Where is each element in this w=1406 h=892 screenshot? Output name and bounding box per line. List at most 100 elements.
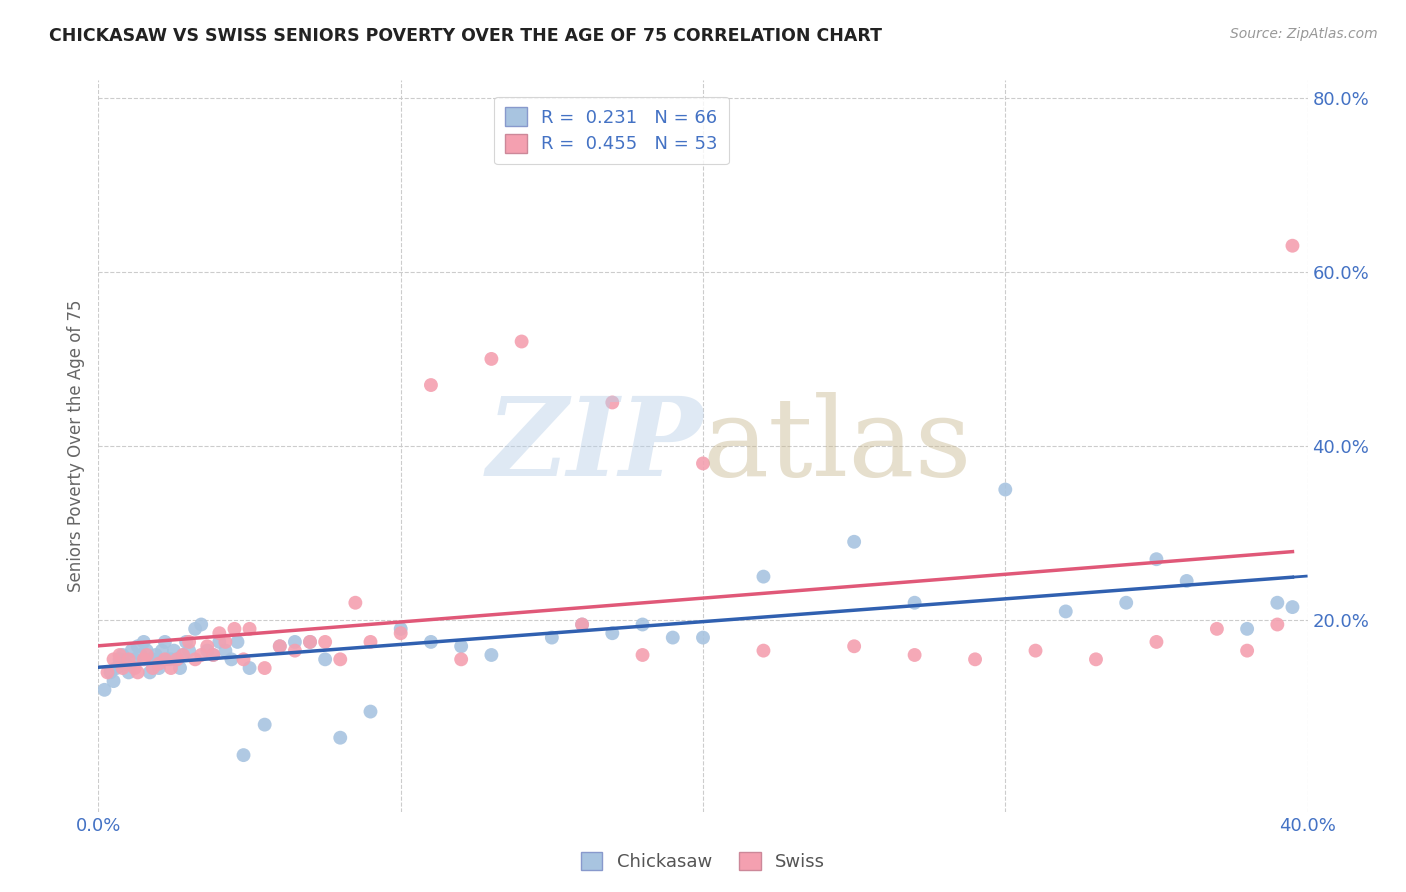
Point bbox=[190, 648, 212, 662]
Text: Source: ZipAtlas.com: Source: ZipAtlas.com bbox=[1230, 27, 1378, 41]
Point bbox=[132, 652, 155, 666]
Point bbox=[96, 665, 118, 680]
Point bbox=[1206, 622, 1229, 636]
Point bbox=[844, 640, 866, 654]
Point bbox=[108, 648, 131, 662]
Point bbox=[127, 665, 149, 680]
Point bbox=[1236, 643, 1258, 657]
Point bbox=[1281, 238, 1303, 252]
Point bbox=[139, 665, 162, 680]
Point bbox=[389, 626, 412, 640]
Point bbox=[269, 640, 291, 654]
Point bbox=[163, 643, 186, 657]
Point bbox=[1236, 622, 1258, 636]
Point bbox=[214, 643, 236, 657]
Point bbox=[284, 635, 307, 649]
Point bbox=[108, 652, 131, 666]
Point bbox=[179, 635, 201, 649]
Point bbox=[510, 334, 533, 349]
Point bbox=[169, 661, 191, 675]
Point bbox=[142, 652, 165, 666]
Point bbox=[752, 643, 775, 657]
Point bbox=[1144, 635, 1167, 649]
Point bbox=[195, 643, 218, 657]
Point bbox=[195, 640, 218, 654]
Point bbox=[184, 652, 207, 666]
Point bbox=[153, 635, 176, 649]
Point bbox=[450, 640, 472, 654]
Point bbox=[1267, 596, 1289, 610]
Point bbox=[221, 652, 243, 666]
Point bbox=[202, 648, 225, 662]
Point bbox=[284, 643, 307, 657]
Point bbox=[121, 643, 143, 657]
Point bbox=[153, 652, 176, 666]
Point bbox=[166, 652, 188, 666]
Point bbox=[150, 643, 173, 657]
Point bbox=[208, 635, 231, 649]
Point bbox=[389, 622, 412, 636]
Point bbox=[450, 652, 472, 666]
Point bbox=[190, 617, 212, 632]
Point bbox=[1267, 617, 1289, 632]
Point bbox=[299, 635, 322, 649]
Point bbox=[179, 643, 201, 657]
Point bbox=[103, 674, 125, 689]
Point bbox=[118, 652, 141, 666]
Point bbox=[1054, 604, 1077, 618]
Point bbox=[360, 635, 382, 649]
Point bbox=[253, 661, 276, 675]
Point bbox=[202, 648, 225, 662]
Point bbox=[481, 351, 503, 366]
Point bbox=[160, 652, 183, 666]
Point bbox=[118, 665, 141, 680]
Point bbox=[299, 635, 322, 649]
Point bbox=[752, 569, 775, 583]
Point bbox=[224, 622, 246, 636]
Point bbox=[360, 705, 382, 719]
Point bbox=[329, 731, 352, 745]
Point bbox=[420, 378, 443, 392]
Point bbox=[904, 648, 927, 662]
Point bbox=[172, 648, 194, 662]
Point bbox=[135, 643, 157, 657]
Point bbox=[571, 617, 593, 632]
Point bbox=[844, 534, 866, 549]
Point bbox=[135, 648, 157, 662]
Point bbox=[105, 661, 128, 675]
Point bbox=[1144, 552, 1167, 566]
Point bbox=[172, 648, 194, 662]
Point bbox=[314, 635, 336, 649]
Point bbox=[602, 395, 624, 409]
Point bbox=[631, 648, 654, 662]
Point bbox=[100, 665, 122, 680]
Point bbox=[111, 648, 134, 662]
Point bbox=[174, 635, 197, 649]
Point bbox=[142, 661, 165, 675]
Point bbox=[93, 682, 115, 697]
Point bbox=[166, 652, 188, 666]
Point bbox=[148, 657, 170, 671]
Text: CHICKASAW VS SWISS SENIORS POVERTY OVER THE AGE OF 75 CORRELATION CHART: CHICKASAW VS SWISS SENIORS POVERTY OVER … bbox=[49, 27, 882, 45]
Point bbox=[540, 631, 562, 645]
Point bbox=[239, 622, 262, 636]
Legend: Chickasaw, Swiss: Chickasaw, Swiss bbox=[574, 845, 832, 879]
Point bbox=[692, 631, 714, 645]
Text: ZIP: ZIP bbox=[486, 392, 703, 500]
Point bbox=[111, 661, 134, 675]
Point bbox=[420, 635, 443, 649]
Point bbox=[214, 635, 236, 649]
Point bbox=[160, 661, 183, 675]
Point bbox=[269, 640, 291, 654]
Point bbox=[329, 652, 352, 666]
Point bbox=[145, 648, 167, 662]
Point bbox=[127, 640, 149, 654]
Point bbox=[631, 617, 654, 632]
Point bbox=[602, 626, 624, 640]
Point bbox=[232, 652, 254, 666]
Point bbox=[239, 661, 262, 675]
Point bbox=[904, 596, 927, 610]
Point bbox=[253, 717, 276, 731]
Point bbox=[114, 657, 136, 671]
Text: atlas: atlas bbox=[703, 392, 973, 500]
